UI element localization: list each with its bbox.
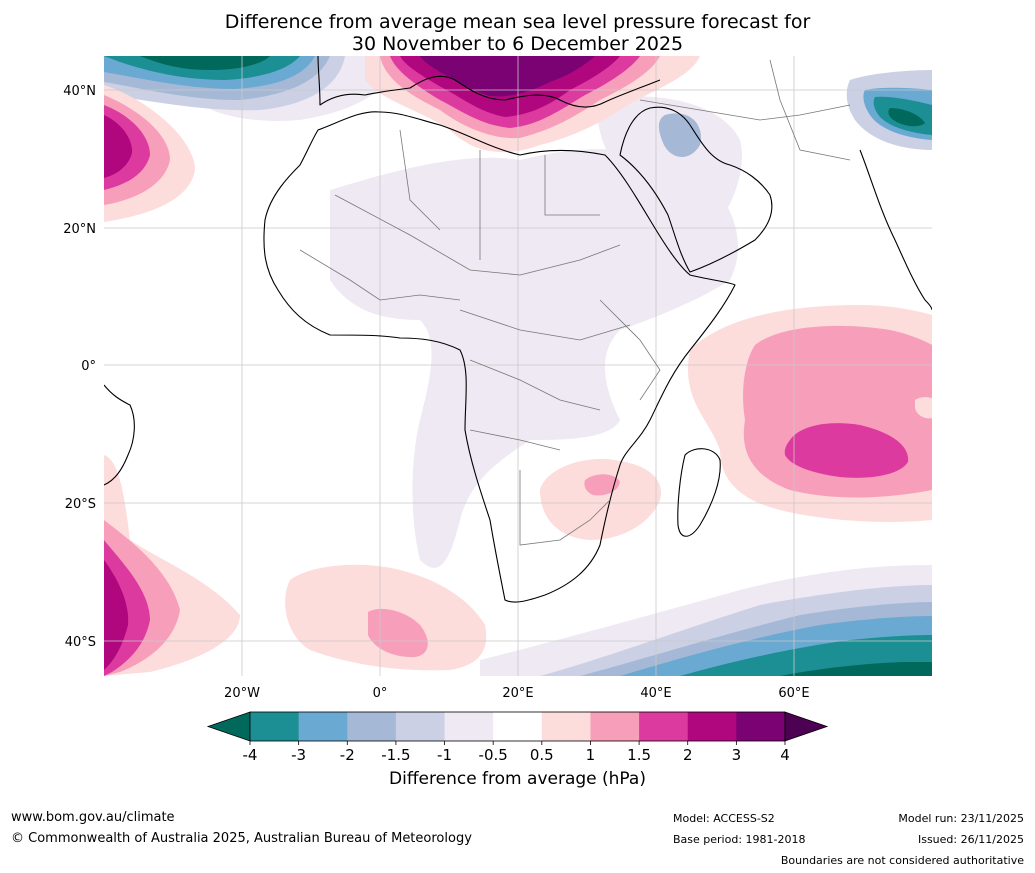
colorbar-segment: [347, 712, 397, 741]
colorbar-segment: [639, 712, 689, 741]
negative-anomaly-southern-ocean-6: [780, 662, 932, 676]
colorbar-segment: [590, 712, 640, 741]
colorbar-arrow-low: [206, 711, 251, 742]
colorbar: -4 -3 -2 -1.5 -1 -0.5 0.5 1 1.5 2 3 4: [206, 711, 829, 764]
madagascar-coastline: [677, 448, 721, 537]
colorbar-arrow-high: [784, 711, 829, 742]
colorbar-tick-label: 0.5: [530, 746, 554, 764]
footer-base-period: Base period: 1981-2018: [673, 833, 806, 846]
pressure-anomaly-layer: [104, 56, 932, 676]
colorbar-segment: [736, 712, 786, 741]
colorbar-title: Difference from average (hPa): [389, 769, 646, 789]
colorbar-segment: [687, 712, 737, 741]
negative-anomaly-africa: [330, 149, 739, 568]
africa-coastline: [263, 111, 736, 603]
colorbar-outline: [249, 711, 786, 742]
country-borders: [299, 59, 851, 546]
footer-model: Model: ACCESS-S2: [673, 812, 775, 825]
colorbar-segment: [493, 712, 543, 741]
border-central-asia: [769, 59, 851, 161]
footer-model-run: Model run: 23/11/2025: [898, 812, 1024, 825]
colorbar-segment: [250, 712, 300, 741]
lat-label-20n: 20°N: [63, 222, 96, 237]
border-middle-east: [639, 99, 851, 121]
border-east-africa: [599, 299, 661, 401]
colorbar-segment: [395, 712, 446, 741]
colorbar-segment: [541, 712, 591, 741]
footer-issued: Issued: 26/11/2025: [917, 833, 1024, 846]
lat-label-equator: 0°: [81, 359, 96, 374]
negative-anomaly-arabia: [598, 96, 742, 262]
colorbar-tick-label: -0.5: [479, 746, 508, 764]
lon-label-20w: 20°W: [224, 686, 260, 701]
border-angola: [469, 429, 561, 451]
negative-anomaly-iran-4: [888, 108, 925, 127]
lat-label-40s: 40°S: [65, 635, 96, 650]
lon-label-20e: 20°E: [502, 686, 533, 701]
lon-label-60e: 60°E: [778, 686, 809, 701]
border-sahara-2: [399, 129, 441, 231]
colorbar-tick-label: -3: [291, 746, 306, 764]
gridlines: [104, 56, 932, 676]
border-central-africa: [459, 309, 631, 341]
europe-coastline: [317, 56, 661, 108]
negative-anomaly-arabia-core: [658, 113, 701, 158]
lon-label-40e: 40°E: [640, 686, 671, 701]
colorbar-tick-label: -4: [243, 746, 258, 764]
positive-anomaly-south-atlantic-2: [368, 608, 428, 658]
colorbar-segment: [444, 712, 494, 741]
positive-anomaly-indian-ocean-white-hole: [915, 397, 932, 419]
lat-label-20s: 20°S: [65, 497, 96, 512]
lat-label-40n: 40°N: [63, 84, 96, 99]
positive-anomaly-southern-africa-2: [584, 474, 620, 496]
negative-anomaly-north-atlantic-5: [140, 56, 270, 70]
positive-anomaly-southwest-4: [104, 560, 129, 670]
border-sahara-1: [334, 194, 621, 276]
colorbar-tick-label: 1: [586, 746, 596, 764]
colorbar-segment: [298, 712, 348, 741]
india-coastline: [859, 149, 932, 311]
colorbar-tick-label: -1: [437, 746, 452, 764]
colorbar-tick-label: 3: [732, 746, 742, 764]
positive-anomaly-europe-5: [420, 56, 595, 97]
colorbar-tick-label: 1.5: [627, 746, 651, 764]
border-southern-africa: [519, 470, 611, 546]
border-west-africa: [299, 249, 461, 301]
colorbar-tick-label: -1.5: [381, 746, 410, 764]
arabian-peninsula-coastline: [619, 106, 773, 273]
border-congo: [469, 359, 601, 411]
footer-disclaimer: Boundaries are not considered authoritat…: [780, 854, 1024, 867]
colorbar-tick-label: -2: [340, 746, 355, 764]
colorbar-tick-label: 2: [683, 746, 693, 764]
south-america-coastline: [104, 384, 135, 486]
positive-anomaly-west-4: [104, 115, 133, 178]
footer-url[interactable]: www.bom.gov.au/climate: [11, 810, 175, 825]
border-sahara-4: [544, 155, 600, 216]
positive-anomaly-southern-africa-1: [540, 459, 661, 540]
map-title-line-1: Difference from average mean sea level p…: [224, 11, 811, 33]
footer-copyright: © Commonwealth of Australia 2025, Austra…: [11, 831, 472, 846]
map-title-line-2: 30 November to 6 December 2025: [351, 33, 684, 55]
colorbar-tick-label: 4: [780, 746, 790, 764]
positive-anomaly-indian-ocean-3: [784, 423, 909, 478]
lon-label-0: 0°: [373, 686, 388, 701]
coastlines: [104, 56, 932, 603]
